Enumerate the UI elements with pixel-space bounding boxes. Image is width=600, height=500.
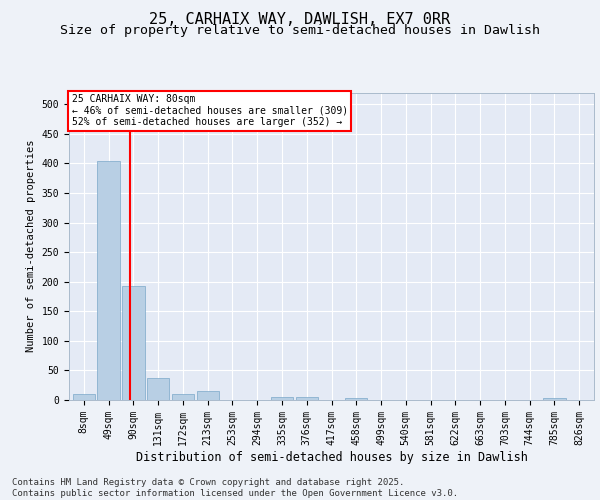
Bar: [172, 394, 194, 400]
Text: 25 CARHAIX WAY: 80sqm
← 46% of semi-detached houses are smaller (309)
52% of sem: 25 CARHAIX WAY: 80sqm ← 46% of semi-deta…: [71, 94, 348, 127]
Text: Contains HM Land Registry data © Crown copyright and database right 2025.
Contai: Contains HM Land Registry data © Crown c…: [12, 478, 458, 498]
Text: 25, CARHAIX WAY, DAWLISH, EX7 0RR: 25, CARHAIX WAY, DAWLISH, EX7 0RR: [149, 12, 451, 28]
X-axis label: Distribution of semi-detached houses by size in Dawlish: Distribution of semi-detached houses by …: [136, 450, 527, 464]
Bar: [296, 397, 318, 400]
Bar: [197, 391, 219, 400]
Y-axis label: Number of semi-detached properties: Number of semi-detached properties: [26, 140, 36, 352]
Bar: [345, 398, 367, 400]
Text: Size of property relative to semi-detached houses in Dawlish: Size of property relative to semi-detach…: [60, 24, 540, 37]
Bar: [543, 398, 566, 400]
Bar: [73, 394, 95, 400]
Bar: [122, 286, 145, 400]
Bar: [271, 397, 293, 400]
Bar: [97, 160, 120, 400]
Bar: [147, 378, 169, 400]
